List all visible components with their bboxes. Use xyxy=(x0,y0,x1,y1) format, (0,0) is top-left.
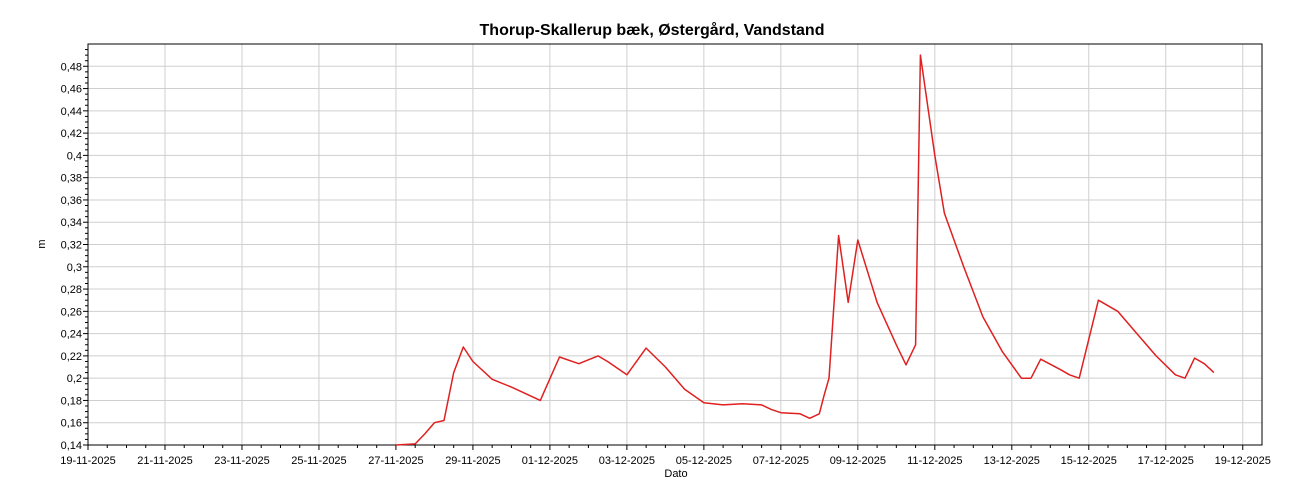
x-tick-label: 03-12-2025 xyxy=(599,455,655,467)
y-tick-label: 0,32 xyxy=(61,240,82,252)
x-tick-label: 23-11-2025 xyxy=(214,455,269,467)
y-tick-label: 0,38 xyxy=(61,173,82,185)
y-tick-label: 0,34 xyxy=(61,217,82,229)
y-tick-label: 0,4 xyxy=(67,150,82,162)
y-tick-label: 0,16 xyxy=(61,418,82,430)
x-axis-label: Dato xyxy=(664,468,687,480)
x-tick-label: 09-12-2025 xyxy=(830,455,886,467)
x-tick-label: 01-12-2025 xyxy=(522,455,578,467)
x-tick-label: 19-12-2025 xyxy=(1215,455,1271,467)
x-tick-label: 05-12-2025 xyxy=(676,455,732,467)
y-tick-label: 0,26 xyxy=(61,306,82,318)
chart-title: Thorup-Skallerup bæk, Østergård, Vandsta… xyxy=(480,21,825,39)
y-tick-label: 0,18 xyxy=(61,395,82,407)
x-tick-label: 21-11-2025 xyxy=(137,455,192,467)
series-line xyxy=(395,54,1215,446)
x-tick-label: 19-11-2025 xyxy=(60,455,115,467)
x-tick-label: 13-12-2025 xyxy=(984,455,1040,467)
y-tick-label: 0,46 xyxy=(61,84,82,96)
y-tick-label: 0,36 xyxy=(61,195,82,207)
y-tick-label: 0,24 xyxy=(61,329,82,341)
x-tick-label: 07-12-2025 xyxy=(753,455,809,467)
y-tick-label: 0,42 xyxy=(61,128,82,140)
x-tick-label: 11-12-2025 xyxy=(907,455,962,467)
y-tick-label: 0,28 xyxy=(61,284,82,296)
gridlines xyxy=(87,44,1262,446)
series-group xyxy=(395,54,1215,446)
y-tick-label: 0,2 xyxy=(67,373,82,385)
x-axis: 19-11-2025 21-11-2025 23-11-2025 25-11-2025… xyxy=(60,445,1271,467)
y-tick-label: 0,22 xyxy=(61,351,82,363)
y-tick-label: 0,14 xyxy=(61,440,82,452)
x-tick-label: 25-11-2025 xyxy=(291,455,346,467)
x-tick-label: 29-11-2025 xyxy=(445,455,500,467)
x-tick-label: 17-12-2025 xyxy=(1138,455,1194,467)
y-tick-label: 0,44 xyxy=(61,106,82,118)
y-tick-label: 0,48 xyxy=(61,61,82,73)
y-axis: 0,14 0,16 0,18 0,2 0,22 0,24 0,26 0,28 0,3 0,32 0,… xyxy=(61,49,88,452)
x-tick-label: 27-11-2025 xyxy=(368,455,423,467)
x-tick-label: 15-12-2025 xyxy=(1061,455,1117,467)
y-axis-label: m xyxy=(36,239,48,248)
y-tick-label: 0,3 xyxy=(67,262,82,274)
